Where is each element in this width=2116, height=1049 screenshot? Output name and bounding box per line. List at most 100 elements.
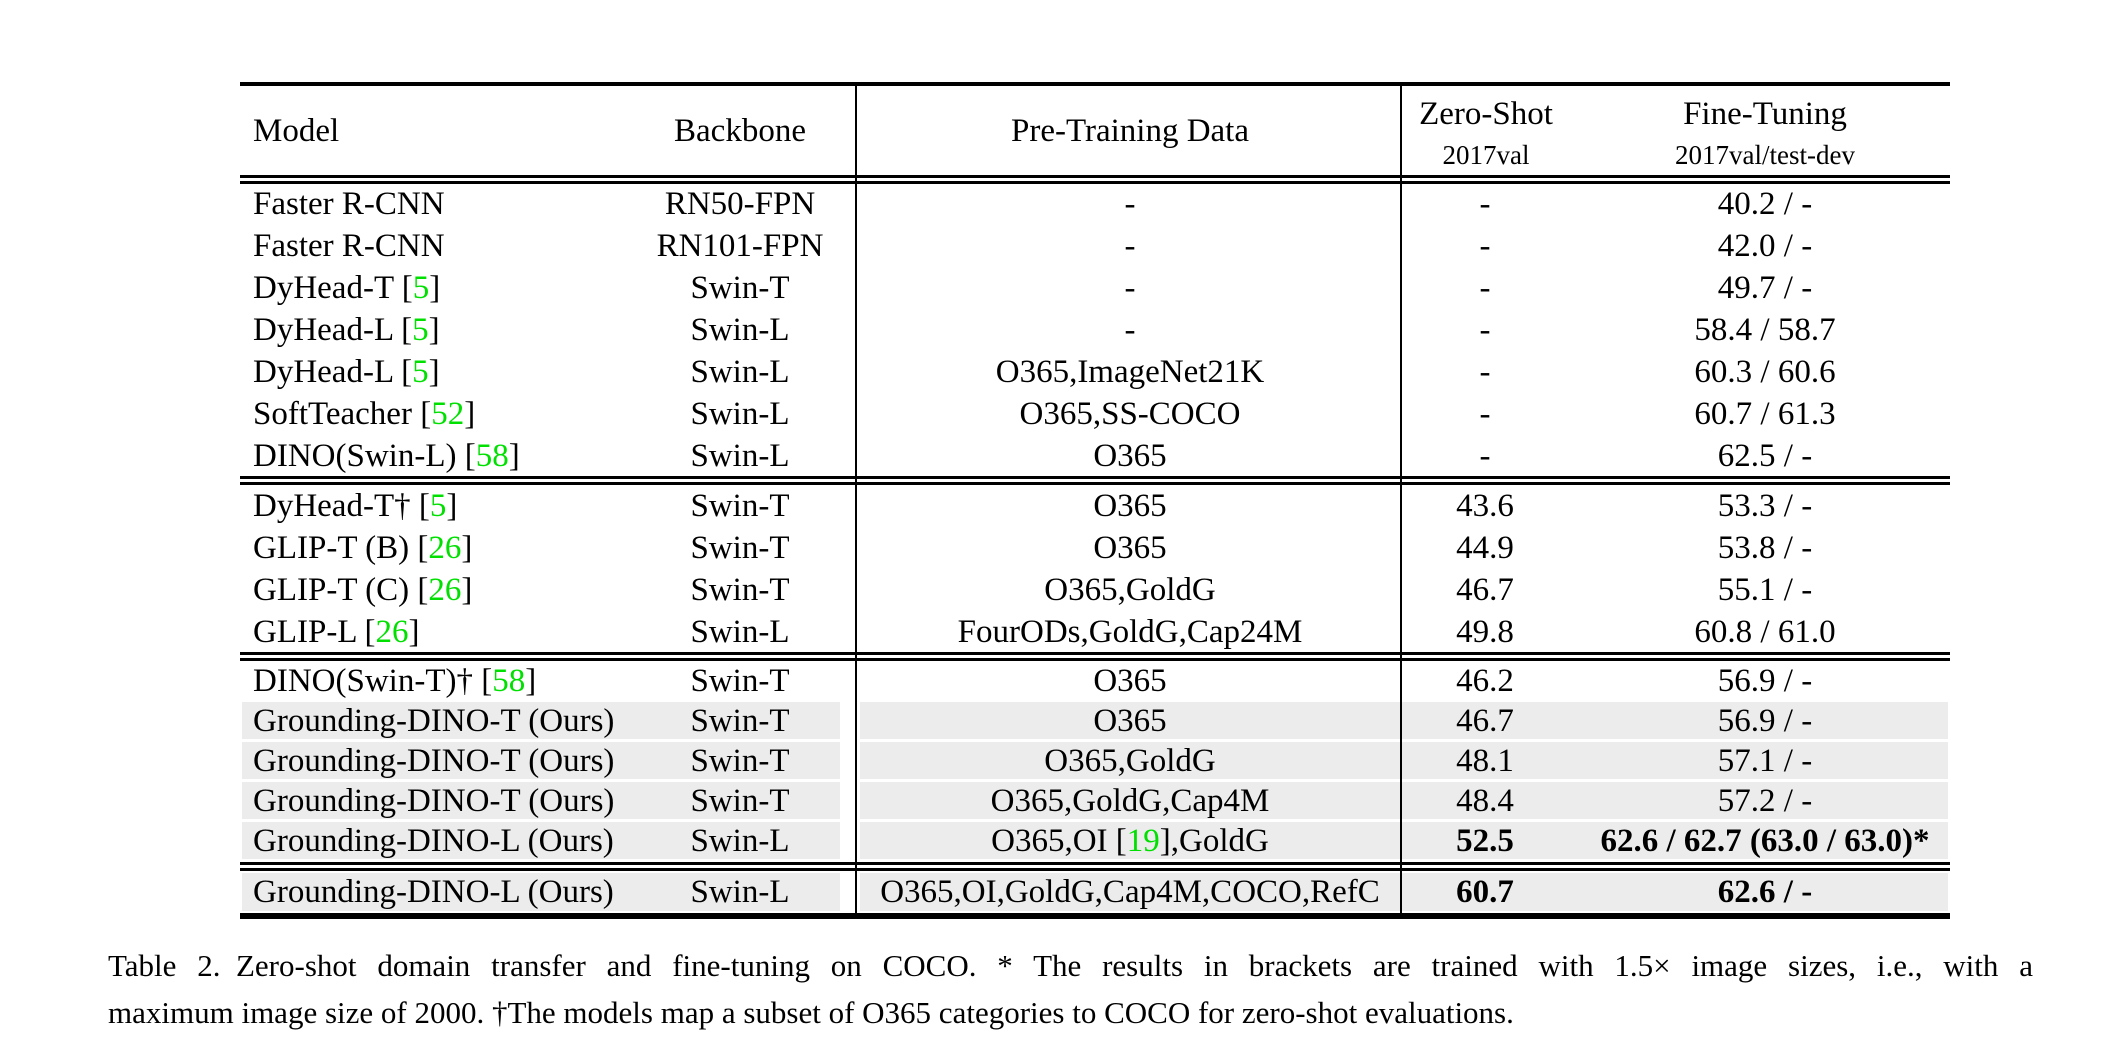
row-highlight (860, 873, 1948, 911)
zeroshot-cell: 49.8 (1456, 614, 1514, 650)
backbone-cell: RN50-FPN (664, 186, 816, 222)
citation-link[interactable]: 58 (492, 663, 526, 699)
pretrain-cell: O365 (1093, 488, 1167, 524)
pretrain-cell: FourODs,GoldG,Cap24M (957, 614, 1303, 650)
column-header-fine-tuning: Fine-Tuning 2017val/test-dev (1578, 93, 1952, 175)
finetune-cell: 55.1 / - (1717, 572, 1813, 608)
row-highlight (860, 702, 1948, 739)
model-cell: DINO(Swin-T)† [58] (253, 663, 537, 699)
group2-separator-rule (240, 652, 1950, 661)
citation-link[interactable]: 26 (428, 530, 462, 566)
model-cell: Grounding-DINO-T (Ours) (253, 783, 615, 819)
fine-tuning-sublabel: 2017val/test-dev (1675, 140, 1855, 170)
zeroshot-cell: - (1479, 438, 1491, 474)
model-cell: DyHead-L [5] (253, 354, 440, 390)
backbone-cell: Swin-L (690, 874, 790, 910)
pretrain-cell: - (1124, 186, 1136, 222)
row-highlight (860, 822, 1948, 859)
column-header-zero-shot: Zero-Shot 2017val (1400, 93, 1572, 175)
pretrain-cell: O365,OI,GoldG,Cap4M,COCO,RefC (880, 874, 1380, 910)
pretrain-cell: O365,GoldG (1044, 743, 1216, 779)
group1-separator-rule (240, 476, 1950, 485)
model-cell: DyHead-T† [5] (253, 488, 458, 524)
finetune-cell: 53.3 / - (1717, 488, 1813, 524)
table-row: Grounding-DINO-T (Ours) Swin-T O365 46.7 56.… (240, 701, 1950, 741)
backbone-cell: Swin-T (690, 743, 790, 779)
zeroshot-cell: 48.1 (1456, 743, 1514, 779)
citation-link[interactable]: 58 (475, 438, 509, 474)
column-rule-pretrain-zeroshot (1400, 86, 1402, 913)
pretrain-cell: O365 (1093, 530, 1167, 566)
zeroshot-cell: 46.7 (1456, 572, 1514, 608)
model-cell: Grounding-DINO-L (Ours) (253, 874, 614, 910)
finetune-cell: 53.8 / - (1717, 530, 1813, 566)
zeroshot-cell: - (1479, 354, 1491, 390)
caption-line-1: Table 2. Zero-shot domain transfer and f… (108, 948, 2033, 983)
pretrain-cell: O365 (1093, 663, 1167, 699)
backbone-cell: Swin-T (690, 703, 790, 739)
zeroshot-cell: - (1479, 228, 1491, 264)
table-row: Grounding-DINO-L (Ours) Swin-L O365,OI [19… (240, 821, 1950, 861)
column-header-pretrain: Pre-Training Data (1011, 113, 1249, 149)
pretrain-cell: - (1124, 228, 1136, 264)
finetune-cell: 60.8 / 61.0 (1694, 614, 1836, 650)
backbone-cell: RN101-FPN (656, 228, 824, 264)
finetune-cell: 62.5 / - (1717, 438, 1813, 474)
zeroshot-cell: 43.6 (1456, 488, 1514, 524)
finetune-cell: 56.9 / - (1717, 663, 1813, 699)
pretrain-cell: O365,GoldG,Cap4M (990, 783, 1270, 819)
table-caption: Table 2. Zero-shot domain transfer and f… (108, 942, 2033, 1036)
pretrain-cell: O365 (1093, 438, 1167, 474)
pretrain-cell: O365,SS-COCO (1019, 396, 1241, 432)
citation-link[interactable]: 5 (429, 488, 447, 524)
table-row: Grounding-DINO-L (Ours) Swin-L O365,OI,Gol… (240, 872, 1950, 913)
backbone-cell: Swin-L (690, 396, 790, 432)
citation-link[interactable]: 26 (428, 572, 462, 608)
finetune-cell: 56.9 / - (1717, 703, 1813, 739)
backbone-cell: Swin-T (690, 270, 790, 306)
citation-link[interactable]: 19 (1126, 823, 1160, 859)
citation-link[interactable]: 52 (431, 396, 465, 432)
zero-shot-label: Zero-Shot (1419, 96, 1553, 132)
table-bottom-rule (240, 913, 1950, 919)
backbone-cell: Swin-L (690, 354, 790, 390)
finetune-cell: 62.6 / 62.7 (63.0 / 63.0)* (1600, 823, 1930, 859)
table-top-rule (240, 82, 1950, 86)
backbone-cell: Swin-L (690, 823, 790, 859)
zeroshot-cell: 46.2 (1456, 663, 1514, 699)
column-header-backbone: Backbone (674, 113, 806, 149)
group3-separator-rule (240, 862, 1950, 871)
citation-link[interactable]: 5 (412, 270, 430, 306)
row-highlight (242, 742, 840, 779)
backbone-cell: Swin-T (690, 488, 790, 524)
zeroshot-cell: - (1479, 186, 1491, 222)
table-row: Grounding-DINO-T (Ours) Swin-T O365,GoldG 4… (240, 741, 1950, 781)
row-highlight (242, 873, 840, 911)
pretrain-cell: O365,ImageNet21K (995, 354, 1265, 390)
citation-link[interactable]: 26 (375, 614, 409, 650)
model-cell: Faster R-CNN (253, 228, 445, 264)
finetune-cell: 57.1 / - (1717, 743, 1813, 779)
model-cell: DyHead-L [5] (253, 312, 440, 348)
row-highlight (242, 782, 840, 819)
pretrain-cell: - (1124, 312, 1136, 348)
model-cell: GLIP-L [26] (253, 614, 420, 650)
table-row: GLIP-L [26] Swin-L FourODs,GoldG,Cap24M 49.… (240, 611, 1950, 653)
model-cell: DINO(Swin-L) [58] (253, 438, 520, 474)
row-highlight (860, 742, 1948, 779)
model-cell: Faster R-CNN (253, 186, 445, 222)
row-highlight (242, 822, 840, 859)
finetune-cell: 40.2 / - (1717, 186, 1813, 222)
zeroshot-cell: 52.5 (1456, 823, 1514, 859)
table-row: SoftTeacher [52] Swin-L O365,SS-COCO - 60.7 … (240, 393, 1950, 435)
table-row: Faster R-CNN RN101-FPN - - 42.0 / - (240, 225, 1950, 267)
row-highlight (242, 702, 840, 739)
finetune-cell: 49.7 / - (1717, 270, 1813, 306)
citation-link[interactable]: 5 (412, 354, 429, 390)
pretrain-cell: O365 (1093, 703, 1167, 739)
citation-link[interactable]: 5 (412, 312, 429, 348)
backbone-cell: Swin-T (690, 663, 790, 699)
table-row: GLIP-T (C) [26] Swin-T O365,GoldG 46.7 55.1 … (240, 569, 1950, 611)
model-cell: GLIP-T (C) [26] (253, 572, 473, 608)
